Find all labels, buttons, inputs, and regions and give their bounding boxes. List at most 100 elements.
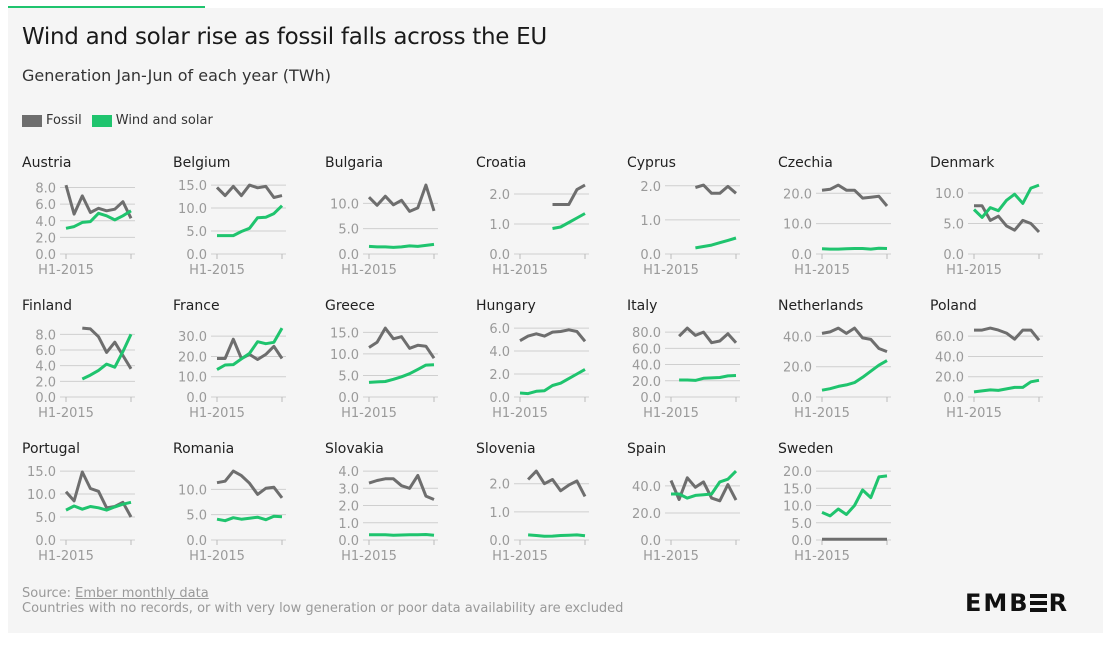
series-line-wind-solar [972, 183, 1040, 219]
x-tick-label: H1-2015 [794, 406, 850, 421]
y-tick-label: 4.0 [35, 360, 56, 375]
y-tick-label: 10.0 [330, 197, 359, 212]
panel-plot: 0.0 20.0 40.0 H1-2015 [783, 326, 891, 421]
y-tick-label: 10.0 [783, 218, 812, 233]
panel-denmark: 0.0 5.0 10.0 H1-2015 Denmark [930, 155, 1081, 298]
panel-greece: 0.0 5.0 10.0 15.0 H1-2015 Greece [325, 298, 476, 441]
source-link[interactable]: Ember monthly data [75, 586, 209, 601]
panel-plot: 0.0 2.0 4.0 6.0 H1-2015 [489, 322, 589, 421]
series-line-fossil [527, 469, 587, 498]
y-tick-label: 0.0 [791, 248, 812, 263]
y-tick-label: 20.0 [783, 361, 812, 376]
panel-czechia: 0.0 10.0 20.0 H1-2015 Czechia [778, 155, 929, 298]
x-tick-label: H1-2015 [643, 263, 699, 278]
series-line-fossil [215, 183, 283, 199]
panel-title: Sweden [778, 441, 834, 457]
series-line-fossil [368, 473, 435, 501]
y-tick-label: 0.0 [640, 391, 661, 406]
series-line-wind-solar [679, 374, 737, 382]
y-tick-label: 1.0 [338, 517, 359, 532]
panel-title: Poland [930, 298, 977, 314]
series-line-fossil [821, 326, 888, 354]
series-line-wind-solar [65, 209, 132, 230]
y-tick-label: 0.0 [338, 391, 359, 406]
y-tick-label: 0.0 [943, 248, 964, 263]
panel-title: Austria [22, 155, 72, 171]
panel-title: France [173, 298, 220, 314]
series-line-wind-solar [368, 363, 435, 384]
panel-spain: 0.0 20.0 40.0 H1-2015 Spain [627, 441, 778, 584]
legend-swatch-wind-solar [91, 114, 112, 127]
panel-sweden: 0.0 5.0 10.0 15.0 20.0 H1-2015 Sweden [778, 441, 929, 584]
x-tick-label: H1-2015 [492, 263, 548, 278]
panel-france: 0.0 10.0 20.0 30.0 H1-2015 France [173, 298, 324, 441]
panel-plot: 0.0 10.0 20.0 30.0 H1-2015 [178, 327, 286, 421]
panel-title: Bulgaria [325, 155, 384, 171]
panel-plot: 0.0 5.0 10.0 15.0 H1-2015 [27, 465, 135, 564]
y-tick-label: 6.0 [489, 322, 510, 337]
series-line-fossil [519, 328, 587, 343]
panel-netherlands: 0.0 20.0 40.0 H1-2015 Netherlands [778, 298, 929, 441]
y-tick-label: 10.0 [27, 488, 56, 503]
y-tick-label: 40.0 [632, 480, 661, 495]
y-tick-label: 0.0 [35, 534, 56, 549]
series-line-wind-solar [821, 474, 888, 518]
y-tick-label: 6.0 [35, 198, 56, 213]
y-tick-label: 10.0 [178, 371, 207, 386]
y-tick-label: 5.0 [186, 225, 207, 240]
y-tick-label: 5.0 [338, 223, 359, 238]
series-line-wind-solar [217, 204, 284, 238]
panel-plot: 0.0 5.0 10.0 15.0 20.0 H1-2015 [783, 465, 891, 564]
y-tick-label: 15.0 [178, 179, 207, 194]
x-tick-label: H1-2015 [643, 406, 699, 421]
y-tick-label: 10.0 [935, 187, 964, 202]
series-line-fossil [678, 326, 738, 345]
series-line-wind-solar [527, 533, 586, 538]
y-tick-label: 20.0 [783, 465, 812, 480]
y-tick-label: 15.0 [783, 482, 812, 497]
y-tick-label: 8.0 [35, 182, 56, 197]
series-line-wind-solar [973, 378, 1040, 394]
legend-item-fossil: Fossil [22, 113, 82, 128]
x-tick-label: H1-2015 [189, 549, 245, 564]
y-tick-label: 0.0 [791, 391, 812, 406]
y-tick-label: 0.0 [186, 391, 207, 406]
y-tick-label: 30.0 [178, 330, 207, 345]
x-tick-label: H1-2015 [189, 406, 245, 421]
x-tick-label: H1-2015 [38, 406, 94, 421]
series-line-fossil [368, 326, 436, 360]
series-line-fossil [216, 469, 284, 499]
x-tick-label: H1-2015 [492, 406, 548, 421]
panel-poland: 0.0 20.0 40.0 60.0 H1-2015 Poland [930, 298, 1081, 441]
accent-line [8, 6, 205, 8]
panel-belgium: 0.0 5.0 10.0 15.0 H1-2015 Belgium [173, 155, 324, 298]
y-tick-label: 5.0 [186, 509, 207, 524]
series-line-fossil [669, 476, 738, 503]
panel-title: Cyprus [627, 155, 676, 171]
chart-card [8, 8, 1103, 633]
series-line-fossil [367, 183, 436, 213]
y-tick-label: 5.0 [338, 369, 359, 384]
panel-finland: 0.0 2.0 4.0 6.0 8.0 H1-2015 Finland [22, 298, 173, 441]
panel-title: Denmark [930, 155, 995, 171]
panel-plot: 0.0 20.0 40.0 H1-2015 [632, 470, 740, 564]
panel-plot: 0.0 5.0 10.0 H1-2015 [178, 469, 286, 564]
panel-plot: 0.0 5.0 10.0 15.0 H1-2015 [178, 179, 286, 278]
y-tick-label: 10.0 [783, 500, 812, 515]
y-tick-label: 1.0 [489, 218, 510, 233]
y-tick-label: 1.0 [640, 214, 661, 229]
panel-plot: 0.0 5.0 10.0 H1-2015 [935, 183, 1043, 278]
series-line-wind-solar [368, 242, 435, 249]
y-tick-label: 6.0 [35, 344, 56, 359]
series-line-fossil [974, 204, 1041, 234]
panel-title: Belgium [173, 155, 231, 171]
x-tick-label: H1-2015 [189, 263, 245, 278]
y-tick-label: 0.0 [186, 534, 207, 549]
series-line-wind-solar [821, 359, 888, 392]
panel-plot: 0.0 1.0 2.0 H1-2015 [640, 180, 740, 278]
y-tick-label: 2.0 [489, 478, 510, 493]
legend-swatch-fossil [22, 114, 42, 127]
y-tick-label: 0.0 [338, 534, 359, 549]
y-tick-label: 80.0 [632, 326, 661, 341]
y-tick-label: 10.0 [178, 483, 207, 498]
